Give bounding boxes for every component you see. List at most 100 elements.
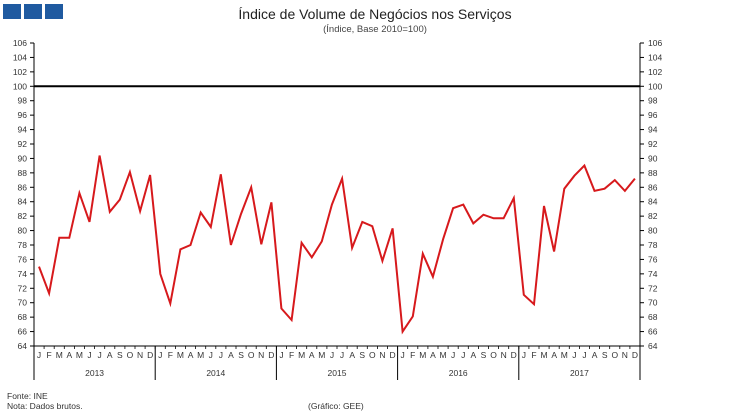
data-point <box>422 252 424 254</box>
month-label: J <box>87 350 91 360</box>
month-label: O <box>611 350 618 360</box>
month-label: F <box>531 350 536 360</box>
y-tick-label-right: 98 <box>648 96 658 106</box>
month-label: M <box>541 350 548 360</box>
y-tick-label-left: 64 <box>18 341 28 351</box>
data-note: Nota: Dados brutos. <box>7 401 83 411</box>
y-tick-label-right: 100 <box>648 81 662 91</box>
data-point <box>58 237 60 239</box>
year-label: 2015 <box>328 368 347 378</box>
series-line <box>38 155 636 335</box>
month-label: S <box>481 350 487 360</box>
chart-credit: (Gráfico: GEE) <box>308 401 364 411</box>
data-point <box>78 192 80 194</box>
month-label: M <box>561 350 568 360</box>
y-tick-label-left: 90 <box>18 153 28 163</box>
source-note: Fonte: INE <box>7 391 48 401</box>
month-label: O <box>248 350 255 360</box>
month-label: J <box>37 350 41 360</box>
data-point <box>129 171 131 173</box>
y-tick-label-right: 106 <box>648 38 662 48</box>
logo-block <box>24 4 42 19</box>
data-point <box>553 250 555 252</box>
data-point <box>199 211 201 213</box>
data-point <box>38 265 40 267</box>
data-point <box>361 221 363 223</box>
month-label: D <box>389 350 395 360</box>
y-tick-label-left: 106 <box>13 38 27 48</box>
month-label: J <box>572 350 576 360</box>
data-point <box>98 154 100 156</box>
month-label: M <box>419 350 426 360</box>
month-label: N <box>258 350 264 360</box>
data-point <box>543 205 545 207</box>
y-tick-label-left: 88 <box>18 168 28 178</box>
month-label: A <box>349 350 355 360</box>
data-point <box>472 222 474 224</box>
y-tick-label-left: 104 <box>13 52 27 62</box>
data-point <box>230 244 232 246</box>
month-label: D <box>632 350 638 360</box>
data-point <box>351 247 353 249</box>
year-label: 2014 <box>206 368 225 378</box>
logo-blocks-icon <box>3 4 63 19</box>
month-label: A <box>188 350 194 360</box>
data-point <box>634 177 636 179</box>
month-label: J <box>522 350 526 360</box>
month-label: M <box>298 350 305 360</box>
data-point <box>169 302 171 304</box>
month-label: D <box>268 350 274 360</box>
month-label: M <box>56 350 63 360</box>
data-point <box>563 188 565 190</box>
month-label: M <box>318 350 325 360</box>
data-point <box>331 203 333 205</box>
chart-title: Índice de Volume de Negócios nos Serviço… <box>238 6 512 22</box>
month-label: O <box>127 350 134 360</box>
month-label: D <box>511 350 517 360</box>
y-tick-label-right: 90 <box>648 153 658 163</box>
data-point <box>533 303 535 305</box>
month-label: N <box>622 350 628 360</box>
y-tick-label-right: 96 <box>648 110 658 120</box>
y-tick-label-right: 102 <box>648 67 662 77</box>
month-label: J <box>582 350 586 360</box>
data-point <box>290 319 292 321</box>
month-label: F <box>47 350 52 360</box>
data-point <box>442 238 444 240</box>
y-tick-label-left: 74 <box>18 269 28 279</box>
y-tick-label-left: 66 <box>18 327 28 337</box>
data-point <box>482 214 484 216</box>
data-point <box>583 164 585 166</box>
y-tick-label-left: 98 <box>18 96 28 106</box>
month-label: N <box>501 350 507 360</box>
data-point <box>139 210 141 212</box>
month-label: J <box>401 350 405 360</box>
data-point <box>210 226 212 228</box>
data-point <box>260 243 262 245</box>
data-point <box>220 173 222 175</box>
y-tick-label-right: 66 <box>648 327 658 337</box>
data-point <box>280 307 282 309</box>
data-point <box>371 225 373 227</box>
data-point <box>381 260 383 262</box>
month-label: A <box>430 350 436 360</box>
data-point <box>432 276 434 278</box>
data-point <box>240 213 242 215</box>
month-label: A <box>67 350 73 360</box>
data-point <box>88 221 90 223</box>
year-label: 2017 <box>570 368 589 378</box>
month-label: A <box>592 350 598 360</box>
month-label: S <box>359 350 365 360</box>
y-tick-label-left: 72 <box>18 283 28 293</box>
data-point <box>270 201 272 203</box>
month-label: S <box>602 350 608 360</box>
data-point <box>149 174 151 176</box>
month-label: J <box>451 350 455 360</box>
y-tick-label-right: 78 <box>648 240 658 250</box>
data-point <box>48 292 50 294</box>
y-tick-label-left: 96 <box>18 110 28 120</box>
y-tick-label-left: 80 <box>18 226 28 236</box>
month-label: F <box>410 350 415 360</box>
data-point <box>179 248 181 250</box>
y-tick-label-left: 94 <box>18 125 28 135</box>
